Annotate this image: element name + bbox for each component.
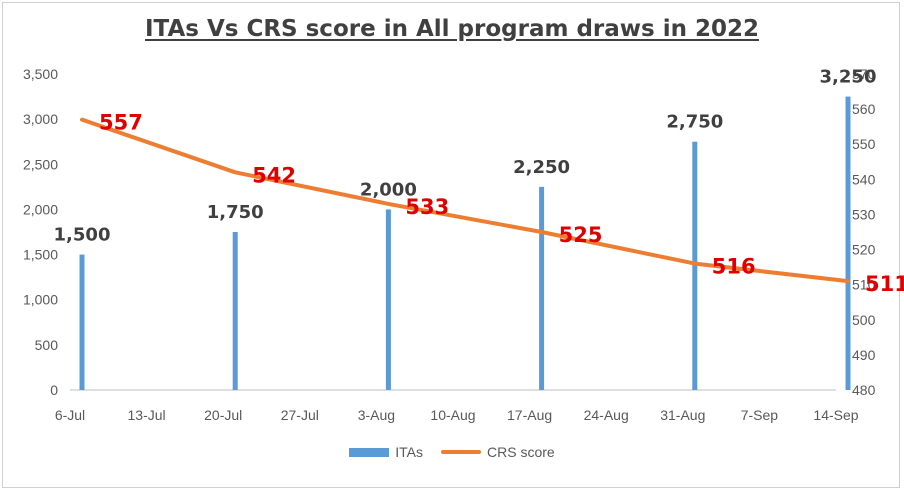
bar xyxy=(539,186,545,390)
bar-data-label: 2,250 xyxy=(513,157,570,178)
bar xyxy=(845,96,851,391)
x-tick-label: 3-Aug xyxy=(358,407,395,423)
y-left-tick-label: 500 xyxy=(35,337,59,353)
bar-data-label: 1,500 xyxy=(54,225,111,246)
line-data-label: 533 xyxy=(405,195,449,219)
line-data-label: 516 xyxy=(712,255,756,279)
y-right-tick-label: 520 xyxy=(852,242,876,258)
legend-item-crs: CRS score xyxy=(441,444,555,460)
bar xyxy=(79,254,85,390)
legend-item-itas: ITAs xyxy=(349,444,423,460)
line-data-label: 525 xyxy=(559,223,603,247)
y-right-tick-label: 510 xyxy=(852,277,876,293)
y-right-tick-label: 560 xyxy=(852,101,876,117)
x-tick-label: 6-Jul xyxy=(55,407,85,423)
legend-label-itas: ITAs xyxy=(395,444,424,460)
y-right-tick-label: 540 xyxy=(852,171,876,187)
x-tick-label: 24-Aug xyxy=(584,407,629,423)
chart-title: ITAs Vs CRS score in All program draws i… xyxy=(145,16,759,42)
y-right-tick-label: 500 xyxy=(852,312,876,328)
y-left-tick-label: 2,000 xyxy=(23,201,58,217)
bar-data-label: 3,250 xyxy=(820,67,877,88)
x-tick-label: 14-Sep xyxy=(813,407,858,423)
y-left-tick-label: 3,000 xyxy=(23,111,58,127)
x-tick-label: 10-Aug xyxy=(430,407,475,423)
bar xyxy=(692,141,698,390)
line-data-label: 511 xyxy=(865,272,904,296)
x-tick-label: 27-Jul xyxy=(281,407,319,423)
legend-label-crs: CRS score xyxy=(487,444,555,460)
y-left-tick-label: 1,000 xyxy=(23,292,58,308)
bar xyxy=(232,232,238,390)
chart-frame xyxy=(2,2,900,488)
x-tick-label: 31-Aug xyxy=(660,407,705,423)
y-right-tick-label: 570 xyxy=(852,66,876,82)
y-left-tick-label: 2,500 xyxy=(23,156,58,172)
bar-data-label: 2,000 xyxy=(360,179,417,200)
x-tick-label: 20-Jul xyxy=(204,407,242,423)
y-right-tick-label: 480 xyxy=(852,382,876,398)
bar-data-label: 2,750 xyxy=(666,112,723,133)
crs-line xyxy=(80,117,850,284)
chart-legend: ITAs CRS score xyxy=(0,444,904,460)
legend-swatch-bar xyxy=(349,447,390,457)
y-right-tick-label: 490 xyxy=(852,347,876,363)
y-left-tick-label: 0 xyxy=(50,382,58,398)
y-left-tick-label: 3,500 xyxy=(23,66,58,82)
legend-swatch-line xyxy=(441,450,482,454)
bar-data-label: 1,750 xyxy=(207,202,264,223)
x-tick-label: 7-Sep xyxy=(741,407,779,423)
line-data-label: 542 xyxy=(252,163,296,187)
x-tick-label: 13-Jul xyxy=(128,407,166,423)
y-right-tick-label: 550 xyxy=(852,136,876,152)
y-left-tick-label: 1,500 xyxy=(23,247,58,263)
y-right-tick-label: 530 xyxy=(852,206,876,222)
x-tick-label: 17-Aug xyxy=(507,407,552,423)
bar xyxy=(385,209,391,390)
line-data-label: 557 xyxy=(99,111,143,135)
